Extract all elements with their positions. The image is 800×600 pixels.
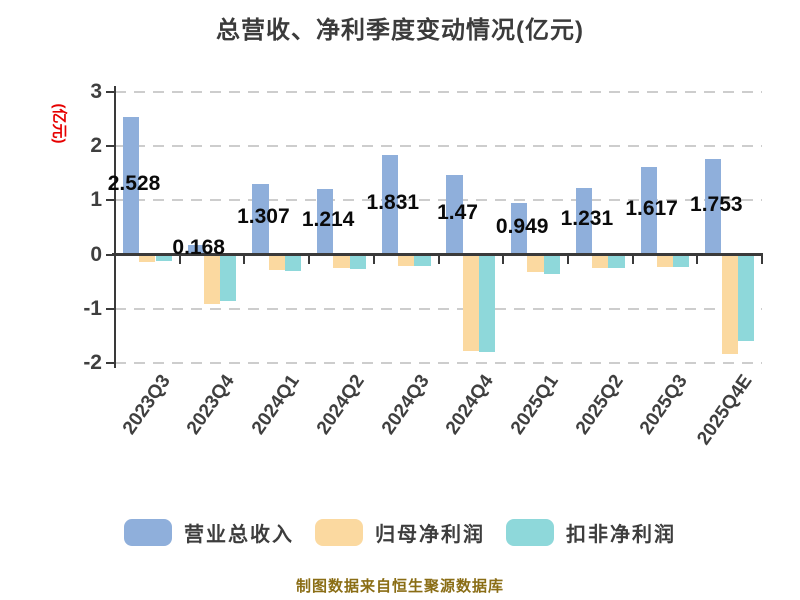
bar — [252, 183, 269, 255]
x-tick-label: 2023Q3 — [118, 371, 175, 439]
x-tick-mark — [114, 254, 116, 264]
x-tick-label: 2025Q3 — [636, 371, 693, 439]
gridline — [115, 90, 762, 93]
y-tick-mark — [106, 144, 115, 147]
legend-item-deducted-profit: 扣非净利润 — [506, 518, 676, 547]
bar — [673, 254, 690, 267]
bar — [122, 117, 140, 255]
x-tick-mark — [437, 254, 440, 264]
bar — [398, 254, 415, 267]
revenue-swatch-icon — [124, 519, 172, 546]
x-tick-mark — [631, 254, 634, 264]
legend-label: 归母净利润 — [375, 524, 485, 546]
value-label: 1.617 — [625, 196, 678, 220]
bar — [462, 254, 479, 351]
y-axis-line — [114, 86, 116, 368]
y-tick-label: 2 — [90, 133, 102, 157]
x-tick-label: 2024Q1 — [247, 371, 304, 439]
legend-item-revenue: 营业总收入 — [124, 518, 294, 547]
bar — [575, 187, 593, 255]
bar — [608, 254, 625, 268]
x-tick-label: 2024Q3 — [377, 371, 434, 439]
y-tick-label: 1 — [90, 188, 102, 212]
legend-item-net-profit: 归母净利润 — [315, 518, 485, 547]
bar — [317, 188, 334, 255]
bar — [737, 254, 755, 342]
deducted-profit-swatch-icon — [506, 519, 554, 546]
gridline — [115, 307, 762, 310]
chart-title: 总营收、净利季度变动情况(亿元) — [216, 17, 584, 44]
value-label: 1.831 — [366, 190, 420, 214]
bar — [284, 254, 302, 271]
x-tick-label: 2025Q1 — [506, 371, 563, 439]
x-tick-mark — [243, 254, 246, 264]
y-tick-mark — [106, 253, 115, 256]
gridline — [115, 199, 762, 202]
bar — [268, 254, 285, 270]
x-tick-label: 2024Q2 — [312, 371, 369, 439]
bar — [381, 155, 398, 255]
x-tick-label: 2024Q4 — [442, 371, 499, 439]
y-tick-mark — [106, 362, 115, 365]
x-tick-mark — [761, 254, 763, 264]
bar — [446, 174, 463, 255]
legend-label: 扣非净利润 — [566, 524, 676, 546]
x-tick-mark — [308, 254, 311, 264]
x-tick-label: 2025Q2 — [571, 371, 628, 439]
net-profit-swatch-icon — [315, 519, 363, 546]
bar — [543, 254, 560, 274]
y-tick-label: -1 — [83, 296, 102, 320]
bar — [705, 159, 722, 255]
bar — [203, 254, 221, 304]
value-label: 1.47 — [437, 200, 478, 224]
bar — [187, 245, 204, 255]
value-label: 1.231 — [560, 207, 614, 231]
x-tick-mark — [502, 254, 505, 264]
x-tick-mark — [566, 254, 569, 264]
bar — [349, 254, 366, 270]
y-tick-label: 0 — [90, 242, 102, 266]
x-tick-mark — [372, 254, 375, 264]
gridline — [115, 144, 762, 147]
value-label: 0.168 — [172, 235, 225, 259]
bar — [527, 254, 544, 272]
y-tick-mark — [106, 90, 115, 93]
bar — [155, 254, 172, 262]
value-label: 1.753 — [690, 192, 743, 216]
y-tick-mark — [106, 307, 115, 310]
bar — [414, 254, 431, 267]
legend: 营业总收入 归母净利润 扣非净利润 — [0, 518, 800, 547]
bar — [333, 254, 350, 269]
value-label: 1.214 — [301, 207, 355, 231]
y-tick-mark — [106, 199, 115, 202]
gridline — [115, 362, 762, 365]
bar — [479, 254, 496, 353]
bar — [220, 254, 237, 301]
bar — [656, 254, 674, 267]
bar — [640, 166, 657, 255]
bar — [139, 254, 156, 263]
x-tick-label: 2023Q4 — [183, 371, 240, 439]
y-tick-label: 3 — [90, 79, 102, 103]
x-tick-label: 2025Q4E — [693, 371, 757, 449]
bar — [592, 254, 609, 268]
value-label: 2.528 — [107, 171, 161, 195]
y-tick-label: -2 — [83, 351, 102, 375]
x-tick-mark — [178, 254, 181, 264]
bar — [721, 254, 738, 355]
x-tick-mark — [696, 254, 699, 264]
footer-note: 制图数据来自恒生聚源数据库 — [295, 578, 504, 595]
legend-label: 营业总收入 — [184, 524, 294, 546]
value-label: 1.307 — [237, 205, 290, 228]
value-label: 0.949 — [495, 214, 549, 238]
bar — [511, 202, 528, 255]
